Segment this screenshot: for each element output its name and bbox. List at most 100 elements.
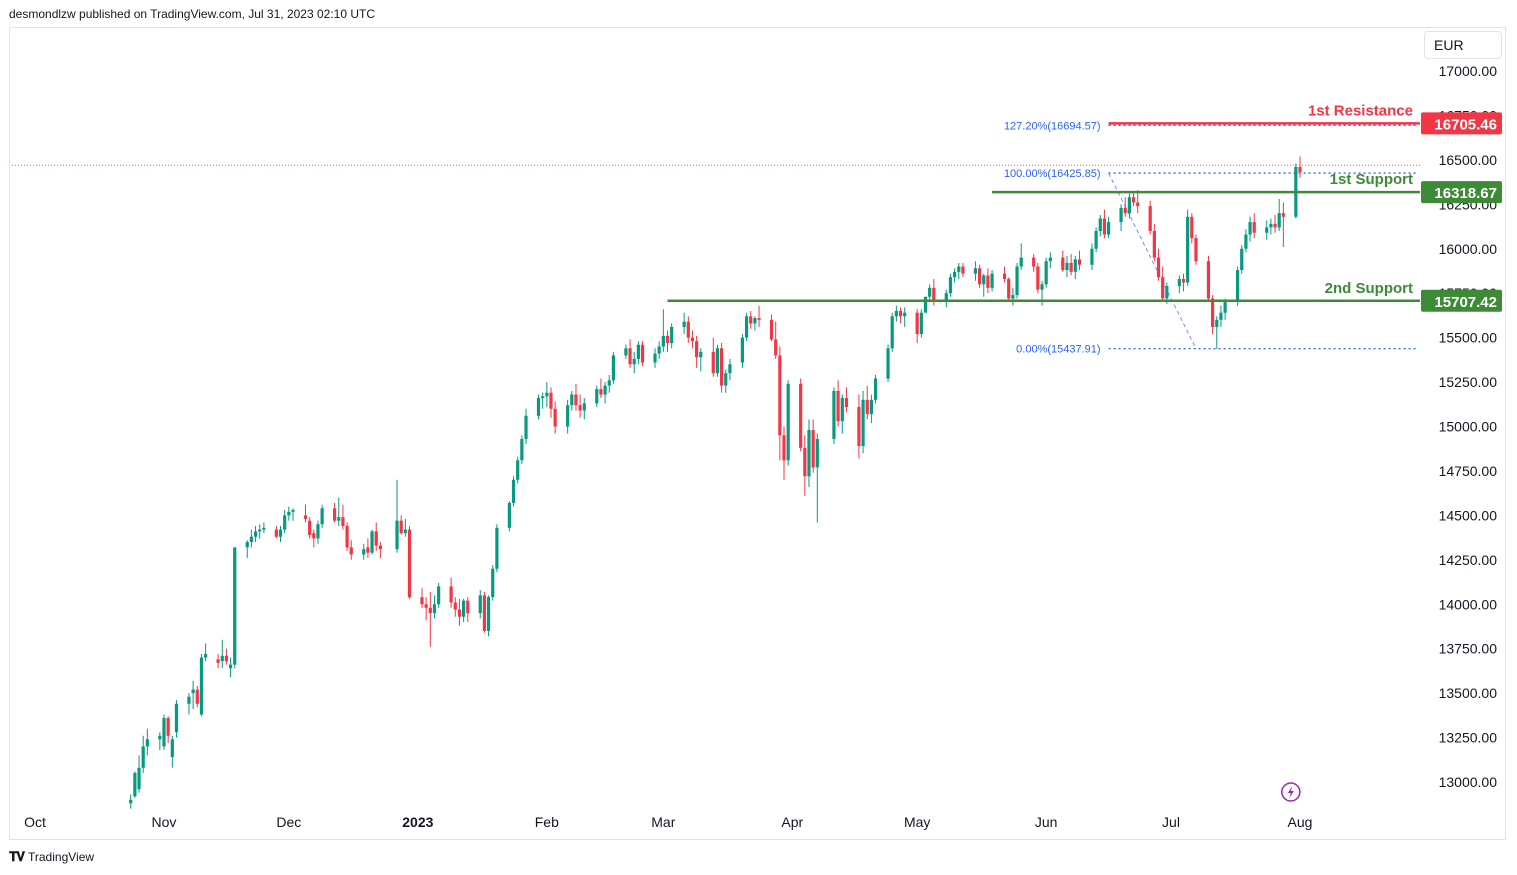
- candle-body: [553, 408, 557, 427]
- candle-body: [807, 430, 811, 477]
- level-badge: [1421, 181, 1502, 204]
- candle-body: [170, 739, 174, 758]
- candle-body: [986, 275, 990, 288]
- candle-body: [582, 403, 586, 411]
- candle-body: [832, 390, 836, 439]
- candle-body: [1106, 222, 1111, 235]
- candle-body: [187, 696, 191, 704]
- price-tick-label: 14750.00: [1439, 463, 1498, 479]
- candle-body: [449, 586, 453, 603]
- candle-body: [1044, 261, 1048, 285]
- candle-body: [308, 520, 312, 535]
- candle-body: [262, 527, 266, 530]
- candle-body: [836, 390, 840, 422]
- candle-body: [686, 321, 690, 338]
- candle-body: [166, 718, 170, 736]
- candle-body: [1186, 216, 1190, 283]
- time-axis-label: 2023: [402, 814, 433, 830]
- candle-body: [724, 373, 728, 386]
- candle-body: [278, 529, 283, 537]
- candle-body: [640, 344, 645, 363]
- candle-body: [395, 520, 399, 550]
- candle-body: [545, 392, 549, 397]
- level-name: 1st Resistance: [1308, 102, 1413, 119]
- lightning-bolt-icon: [1287, 786, 1294, 798]
- candle-body: [903, 312, 907, 317]
- candle-body: [253, 531, 258, 537]
- candle-body: [1098, 218, 1102, 231]
- fib-level-label: 100.00%(16425.85): [1004, 168, 1101, 180]
- footer-brand[interactable]: TradingView: [28, 850, 95, 864]
- candle-body: [549, 392, 553, 409]
- candle-body: [424, 604, 428, 608]
- candle-body: [437, 586, 441, 605]
- price-tick-label: 16000.00: [1439, 241, 1498, 257]
- price-tick-label: 15000.00: [1439, 419, 1498, 435]
- candle-body: [536, 398, 541, 416]
- candle-body: [495, 527, 499, 569]
- candle-body: [199, 657, 204, 715]
- candle-body: [1269, 223, 1273, 228]
- candle-body: [1156, 257, 1161, 278]
- tradingview-logo-icon[interactable]: 𝐓𝐕: [9, 849, 25, 864]
- candle-body: [757, 318, 761, 320]
- candle-body: [1235, 270, 1240, 303]
- fib-level-label: 0.00%(15437.91): [1016, 344, 1100, 356]
- footer: 𝐓𝐕 TradingView: [9, 849, 94, 865]
- candle-body: [578, 405, 582, 411]
- candle-body: [1036, 266, 1040, 290]
- candle-body: [145, 739, 149, 747]
- price-tick-label: 16500.00: [1439, 152, 1498, 168]
- candle-body: [478, 595, 482, 614]
- candle-body: [1181, 278, 1186, 283]
- candle-body: [570, 394, 574, 406]
- candle-body: [1002, 273, 1007, 279]
- candle-body: [1244, 234, 1248, 249]
- candle-body: [753, 318, 757, 324]
- currency-selector[interactable]: EUR: [1424, 31, 1502, 59]
- candle-body: [865, 399, 869, 415]
- candle-body: [1281, 213, 1285, 217]
- candle-body: [744, 316, 749, 338]
- candle-body: [1119, 207, 1123, 223]
- candle-body: [1090, 248, 1094, 265]
- candle-body: [1032, 257, 1036, 267]
- candle-body: [844, 398, 849, 407]
- candle-body: [657, 346, 661, 354]
- candle-body: [699, 351, 703, 358]
- candle-body: [1019, 257, 1023, 267]
- candle-body: [1248, 222, 1252, 235]
- candle-body: [932, 287, 936, 303]
- candle-body: [1065, 262, 1069, 271]
- candle-body: [1298, 166, 1302, 173]
- price-tick-label: 13750.00: [1439, 641, 1498, 657]
- time-axis-label: Aug: [1288, 814, 1313, 830]
- candle-body: [432, 604, 437, 614]
- candle-body: [786, 383, 790, 461]
- fib-level-label: 127.20%(16694.57): [1004, 120, 1101, 132]
- candle-body: [1015, 266, 1019, 295]
- candle-body: [953, 271, 957, 278]
- candle-body: [782, 435, 786, 461]
- time-axis-label: Oct: [24, 814, 46, 830]
- candle-body: [961, 266, 965, 274]
- candle-body: [428, 607, 432, 614]
- time-axis-label: Jun: [1035, 814, 1058, 830]
- candle-body: [803, 447, 807, 477]
- candle-body: [603, 385, 607, 395]
- candle-body: [370, 531, 374, 553]
- candle-body: [973, 268, 978, 274]
- candle-body: [249, 536, 253, 543]
- time-axis-label: Apr: [781, 814, 803, 830]
- candle-body: [944, 293, 948, 303]
- candle-body: [1102, 218, 1107, 235]
- candle-body: [195, 689, 199, 704]
- candle-body: [1215, 319, 1219, 327]
- candle-body: [216, 659, 220, 663]
- candle-body: [869, 399, 873, 415]
- level-badge-value: 16318.67: [1434, 185, 1497, 202]
- candle-body: [224, 655, 229, 662]
- candle-body: [420, 597, 424, 605]
- candle-body: [948, 277, 953, 294]
